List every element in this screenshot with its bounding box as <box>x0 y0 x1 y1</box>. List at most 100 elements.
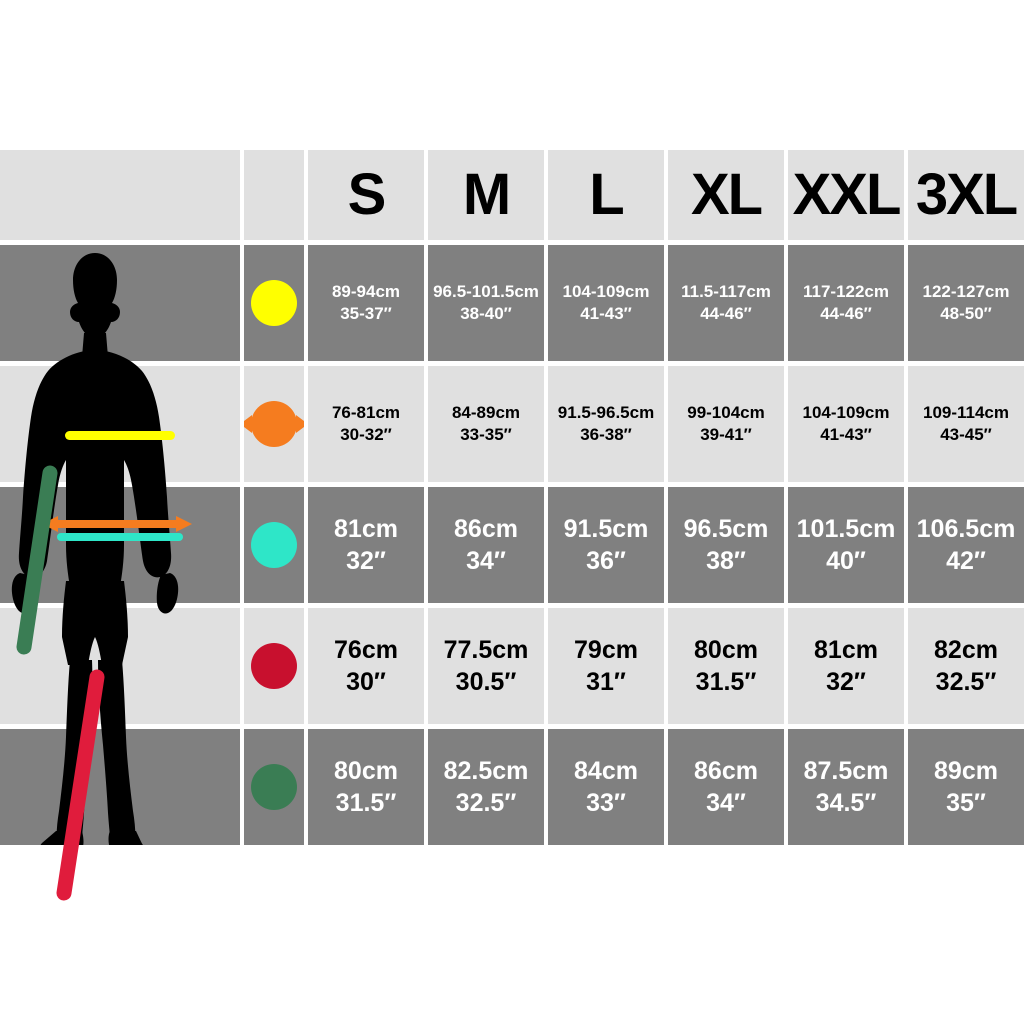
value-inch: 30.5″ <box>455 668 517 696</box>
cell-inseam-3xl: 82cm 32.5″ <box>908 608 1024 724</box>
figure-cell-row-4 <box>0 608 240 724</box>
header-size-3xl: 3XL <box>908 150 1024 240</box>
value-cm: 81cm <box>814 635 878 664</box>
value-cm: 76cm <box>334 635 398 664</box>
value-cm: 86cm <box>454 514 518 543</box>
value-cm: 99-104cm <box>687 402 765 422</box>
value-inch: 38-40″ <box>460 304 512 323</box>
cell-chest-l: 104-109cm 41-43″ <box>548 245 664 361</box>
header-size-s: S <box>308 150 424 240</box>
value-cm: 89-94cm <box>331 281 401 301</box>
value-cm: 106.5cm <box>916 514 1016 543</box>
size-label-m: M <box>462 162 511 227</box>
value-inch: 34″ <box>466 547 506 575</box>
cell-hip-m: 86cm 34″ <box>428 487 544 603</box>
header-size-xl: XL <box>668 150 784 240</box>
value-cm: 109-114cm <box>922 402 1010 422</box>
value-cm: 76-81cm <box>331 402 401 422</box>
value-cm: 77.5cm <box>443 635 529 664</box>
value-cm: 80cm <box>334 756 398 785</box>
value-inch: 36-38″ <box>580 425 632 444</box>
legend-cell-waist <box>244 366 304 482</box>
value-cm: 117-122cm <box>802 281 890 301</box>
cell-waist-xxl: 104-109cm 41-43″ <box>788 366 904 482</box>
cell-inseam-l: 79cm 31″ <box>548 608 664 724</box>
cell-chest-m: 96.5-101.5cm 38-40″ <box>428 245 544 361</box>
cell-inseam-xxl: 81cm 32″ <box>788 608 904 724</box>
cell-sleeve-s: 80cm 31.5″ <box>308 729 424 845</box>
cell-hip-xxl: 101.5cm 40″ <box>788 487 904 603</box>
value-cm: 91.5cm <box>563 514 649 543</box>
cell-waist-3xl: 109-114cm 43-45″ <box>908 366 1024 482</box>
size-chart: S M L XL XXL 3XL 89-94cm 35-37″ 96.5-101… <box>0 150 1024 901</box>
header-size-l: L <box>548 150 664 240</box>
header-size-m: M <box>428 150 544 240</box>
value-inch: 41-43″ <box>580 304 632 323</box>
value-inch: 32″ <box>346 547 386 575</box>
value-cm: 86cm <box>694 756 758 785</box>
cell-waist-s: 76-81cm 30-32″ <box>308 366 424 482</box>
cell-sleeve-m: 82.5cm 32.5″ <box>428 729 544 845</box>
value-inch: 33-35″ <box>460 425 512 444</box>
cell-hip-l: 91.5cm 36″ <box>548 487 664 603</box>
value-inch: 34″ <box>706 789 746 817</box>
cell-chest-xl: 11.5-117cm 44-46″ <box>668 245 784 361</box>
value-inch: 32.5″ <box>455 789 517 817</box>
cell-inseam-xl: 80cm 31.5″ <box>668 608 784 724</box>
value-inch: 31.5″ <box>695 668 757 696</box>
cell-sleeve-3xl: 89cm 35″ <box>908 729 1024 845</box>
size-label-xl: XL <box>690 162 763 227</box>
value-cm: 91.5-96.5cm <box>557 402 655 422</box>
cell-inseam-s: 76cm 30″ <box>308 608 424 724</box>
value-inch: 32.5″ <box>935 668 997 696</box>
cell-hip-s: 81cm 32″ <box>308 487 424 603</box>
size-label-l: L <box>589 162 624 227</box>
cell-waist-xl: 99-104cm 39-41″ <box>668 366 784 482</box>
inseam-marker-icon <box>251 643 297 689</box>
value-cm: 84cm <box>574 756 638 785</box>
cell-hip-3xl: 106.5cm 42″ <box>908 487 1024 603</box>
value-cm: 89cm <box>934 756 998 785</box>
waist-marker-icon <box>244 401 304 447</box>
value-inch: 35″ <box>946 789 986 817</box>
value-cm: 11.5-117cm <box>681 281 771 301</box>
value-inch: 43-45″ <box>940 425 992 444</box>
value-inch: 34.5″ <box>815 789 877 817</box>
cell-chest-3xl: 122-127cm 48-50″ <box>908 245 1024 361</box>
value-cm: 84-89cm <box>451 402 521 422</box>
value-inch: 42″ <box>946 547 986 575</box>
value-inch: 35-37″ <box>340 304 392 323</box>
figure-cell-row-1 <box>0 245 240 361</box>
cell-waist-l: 91.5-96.5cm 36-38″ <box>548 366 664 482</box>
value-cm: 101.5cm <box>796 514 896 543</box>
value-inch: 31.5″ <box>335 789 397 817</box>
value-inch: 38″ <box>706 547 746 575</box>
figure-cell-row-3 <box>0 487 240 603</box>
hip-marker-icon <box>251 522 297 568</box>
legend-cell-hip <box>244 487 304 603</box>
value-cm: 104-109cm <box>562 281 650 301</box>
figure-cell-row-5 <box>0 729 240 845</box>
header-figure-cell <box>0 150 240 240</box>
cell-sleeve-xl: 86cm 34″ <box>668 729 784 845</box>
size-label-s: S <box>347 162 387 227</box>
cell-waist-m: 84-89cm 33-35″ <box>428 366 544 482</box>
value-inch: 40″ <box>826 547 866 575</box>
value-cm: 82.5cm <box>443 756 529 785</box>
header-legend-cell <box>244 150 304 240</box>
value-cm: 79cm <box>574 635 638 664</box>
value-inch: 44-46″ <box>700 304 752 323</box>
figure-cell-row-2 <box>0 366 240 482</box>
value-cm: 81cm <box>334 514 398 543</box>
legend-cell-sleeve <box>244 729 304 845</box>
size-chart-grid: S M L XL XXL 3XL 89-94cm 35-37″ 96.5-101… <box>0 150 1024 845</box>
legend-cell-chest <box>244 245 304 361</box>
value-cm: 104-109cm <box>802 402 890 422</box>
value-inch: 41-43″ <box>820 425 872 444</box>
cell-chest-s: 89-94cm 35-37″ <box>308 245 424 361</box>
value-inch: 33″ <box>586 789 626 817</box>
sleeve-marker-icon <box>251 764 297 810</box>
value-cm: 122-127cm <box>922 281 1010 301</box>
size-label-3xl: 3XL <box>915 162 1018 227</box>
header-size-xxl: XXL <box>788 150 904 240</box>
